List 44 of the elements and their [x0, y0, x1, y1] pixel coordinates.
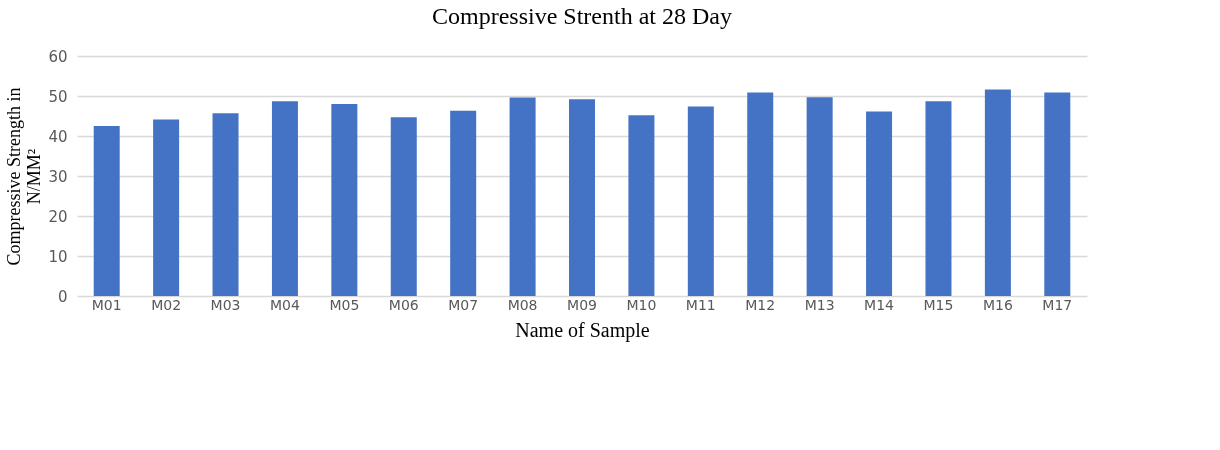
x-tick-label: M01 — [91, 296, 122, 313]
y-tick-label: 10 — [48, 247, 68, 266]
bar — [569, 99, 595, 296]
y-tick-label: 60 — [48, 47, 68, 66]
x-tick-label: M08 — [507, 296, 538, 313]
bar — [509, 97, 536, 296]
x-tick-label: M05 — [329, 296, 360, 313]
y-tick-label: 40 — [48, 127, 68, 146]
x-tick-label: M09 — [567, 296, 597, 313]
bar — [153, 119, 180, 296]
bar — [806, 97, 833, 296]
x-tick-label: M10 — [626, 296, 657, 313]
x-tick-label: M11 — [685, 296, 716, 313]
x-tick-label: M03 — [210, 296, 241, 313]
y-tick-label: 20 — [48, 207, 68, 226]
bar — [93, 126, 120, 296]
x-tick-label: M13 — [804, 296, 835, 313]
bar — [331, 104, 358, 296]
x-axis-title: Name of Sample — [515, 318, 650, 342]
y-tick-label: 50 — [48, 87, 68, 106]
bar — [271, 101, 298, 296]
bar — [628, 115, 655, 296]
bar — [1044, 92, 1071, 296]
bar — [866, 111, 893, 296]
y-tick-label: 30 — [48, 167, 68, 186]
x-tick-label: M04 — [269, 296, 300, 313]
bar — [687, 106, 714, 296]
x-tick-label: M14 — [864, 296, 895, 313]
chart-title: Compressive Strenth at 28 Day — [432, 3, 732, 29]
bar — [984, 89, 1011, 296]
x-tick-label: M06 — [388, 296, 419, 313]
bar — [390, 117, 417, 296]
x-tick-label: M15 — [923, 296, 954, 313]
x-tick-label: M17 — [1042, 296, 1073, 313]
bar — [925, 101, 952, 296]
x-tick-label: M12 — [745, 296, 776, 313]
bar — [450, 110, 477, 296]
x-tick-label: M07 — [448, 296, 479, 313]
y-axis-title: Compressive Strength in N/MM² — [4, 87, 45, 266]
bar — [747, 92, 774, 296]
x-tick-label: M16 — [982, 296, 1013, 313]
y-tick-label: 0 — [57, 287, 68, 306]
x-tick-label: M02 — [151, 296, 182, 313]
bar — [212, 113, 239, 296]
